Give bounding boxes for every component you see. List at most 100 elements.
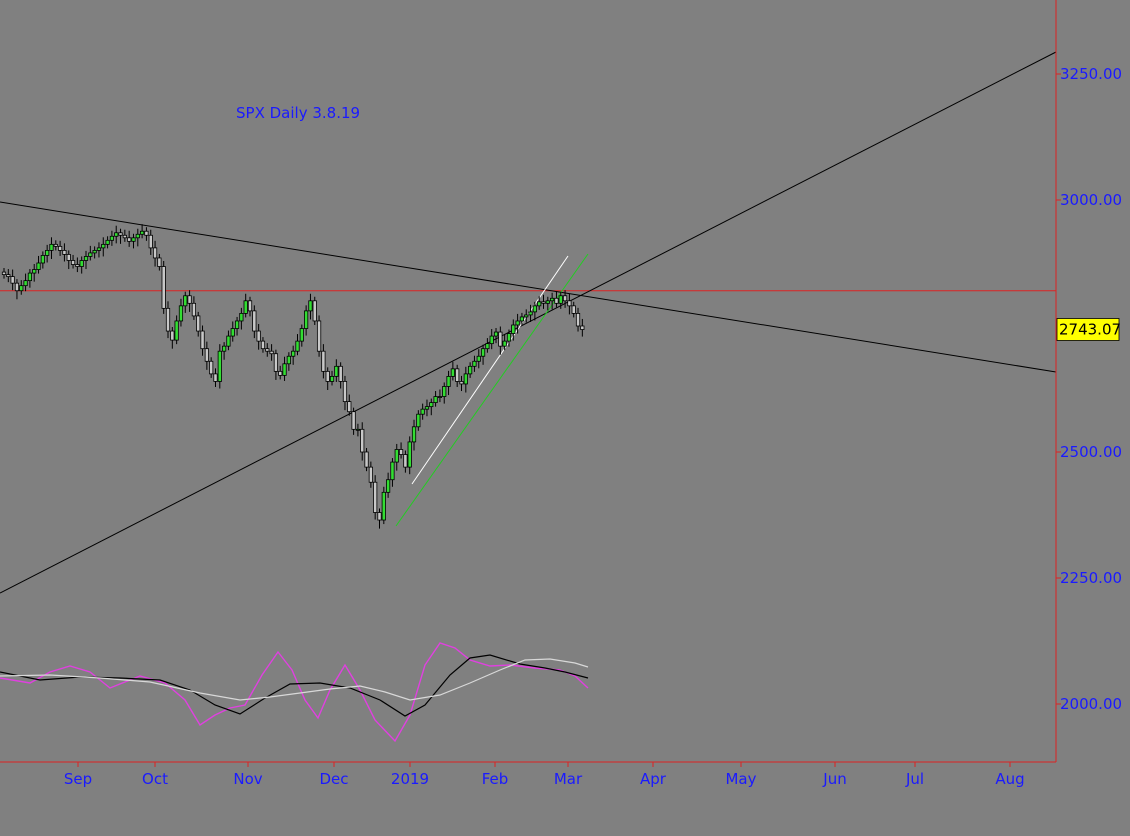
up-candle xyxy=(291,350,296,357)
down-candle xyxy=(575,312,581,327)
trendlines xyxy=(0,51,1057,594)
up-candle xyxy=(450,368,455,377)
up-candle xyxy=(476,355,481,362)
x-tick-label: Sep xyxy=(64,770,92,788)
up-candle xyxy=(101,243,106,249)
down-candle xyxy=(338,365,343,382)
up-candle xyxy=(390,461,395,481)
down-candle xyxy=(269,350,274,355)
up-candle xyxy=(381,491,386,521)
oscillator-slow-line xyxy=(0,654,589,717)
up-candle xyxy=(308,300,313,312)
up-candle xyxy=(222,345,227,352)
down-candle xyxy=(252,310,257,332)
down-candle xyxy=(1,271,7,275)
up-candle xyxy=(493,331,499,337)
down-candle xyxy=(316,320,322,352)
down-candle xyxy=(66,254,71,261)
rising-trendline xyxy=(0,51,1057,594)
down-candle xyxy=(325,370,330,382)
down-candle xyxy=(398,449,404,455)
up-candle xyxy=(502,340,507,347)
up-candle xyxy=(32,269,37,274)
falling-trendline xyxy=(0,201,1057,373)
down-candle xyxy=(191,302,197,317)
down-candle xyxy=(187,295,192,304)
down-candle xyxy=(541,301,546,304)
up-candle xyxy=(511,324,516,334)
down-candle xyxy=(321,350,326,372)
down-candle xyxy=(360,428,365,453)
up-candle xyxy=(519,316,525,322)
x-tick-label: Dec xyxy=(319,770,348,788)
up-candle xyxy=(355,428,361,431)
down-candle xyxy=(278,370,283,376)
up-candle xyxy=(239,312,244,322)
down-candle xyxy=(403,454,408,468)
down-candle xyxy=(70,260,76,265)
down-candle xyxy=(373,481,378,513)
down-candle xyxy=(161,266,166,309)
down-candle xyxy=(260,340,266,350)
up-candle xyxy=(105,239,110,245)
up-candle xyxy=(485,343,490,350)
down-candle xyxy=(347,401,352,413)
down-candle xyxy=(170,330,175,341)
y-tick-label: 2000.00 xyxy=(1060,695,1122,713)
up-candle xyxy=(437,396,443,398)
down-candle xyxy=(209,360,214,375)
down-candle xyxy=(157,257,162,267)
up-candle xyxy=(135,233,140,239)
x-tick-label: Jun xyxy=(822,770,846,788)
down-candle xyxy=(342,381,348,403)
up-candle xyxy=(429,402,434,408)
up-candle xyxy=(217,350,222,382)
down-candle xyxy=(62,249,67,255)
up-candle xyxy=(394,449,399,463)
down-candle xyxy=(75,264,80,267)
down-candle xyxy=(144,230,149,236)
up-candle xyxy=(88,252,93,257)
up-candle xyxy=(480,348,486,357)
up-candle xyxy=(234,320,240,329)
down-candle xyxy=(6,274,11,278)
up-candle xyxy=(334,365,339,377)
up-candle xyxy=(49,243,54,251)
up-candle xyxy=(282,363,287,376)
down-candle xyxy=(213,373,218,382)
up-candle xyxy=(386,479,391,493)
up-candle xyxy=(40,255,45,264)
up-candle xyxy=(433,396,438,404)
up-candle xyxy=(558,295,563,304)
down-candle xyxy=(368,466,373,483)
down-candle xyxy=(265,348,270,352)
up-candle xyxy=(537,301,542,307)
down-candle xyxy=(196,315,201,332)
down-candle xyxy=(127,237,132,242)
up-candle xyxy=(36,262,41,270)
down-candle xyxy=(567,300,572,307)
up-candle xyxy=(420,408,425,415)
down-candle xyxy=(53,243,58,247)
up-candle xyxy=(96,247,102,251)
up-candle xyxy=(329,375,335,382)
up-candle xyxy=(463,373,468,385)
down-candle xyxy=(377,512,382,521)
up-candle xyxy=(506,333,512,342)
up-candle xyxy=(442,386,447,397)
up-candle xyxy=(528,311,533,316)
down-candle xyxy=(554,297,559,304)
up-candle xyxy=(524,314,529,318)
up-candle xyxy=(27,272,32,282)
down-candle xyxy=(165,307,171,332)
up-candle xyxy=(19,285,24,292)
x-tick-label: Feb xyxy=(482,770,509,788)
x-tick-label: 2019 xyxy=(391,770,429,788)
down-candle xyxy=(312,300,317,322)
up-candle xyxy=(416,413,421,428)
axes: 3250.00 3000.00 2500.00 2250.00 2000.00 Sep Oc… xyxy=(0,0,1122,788)
up-candle xyxy=(468,365,473,375)
down-candle xyxy=(200,330,205,350)
y-tick-label: 3250.00 xyxy=(1060,65,1122,83)
